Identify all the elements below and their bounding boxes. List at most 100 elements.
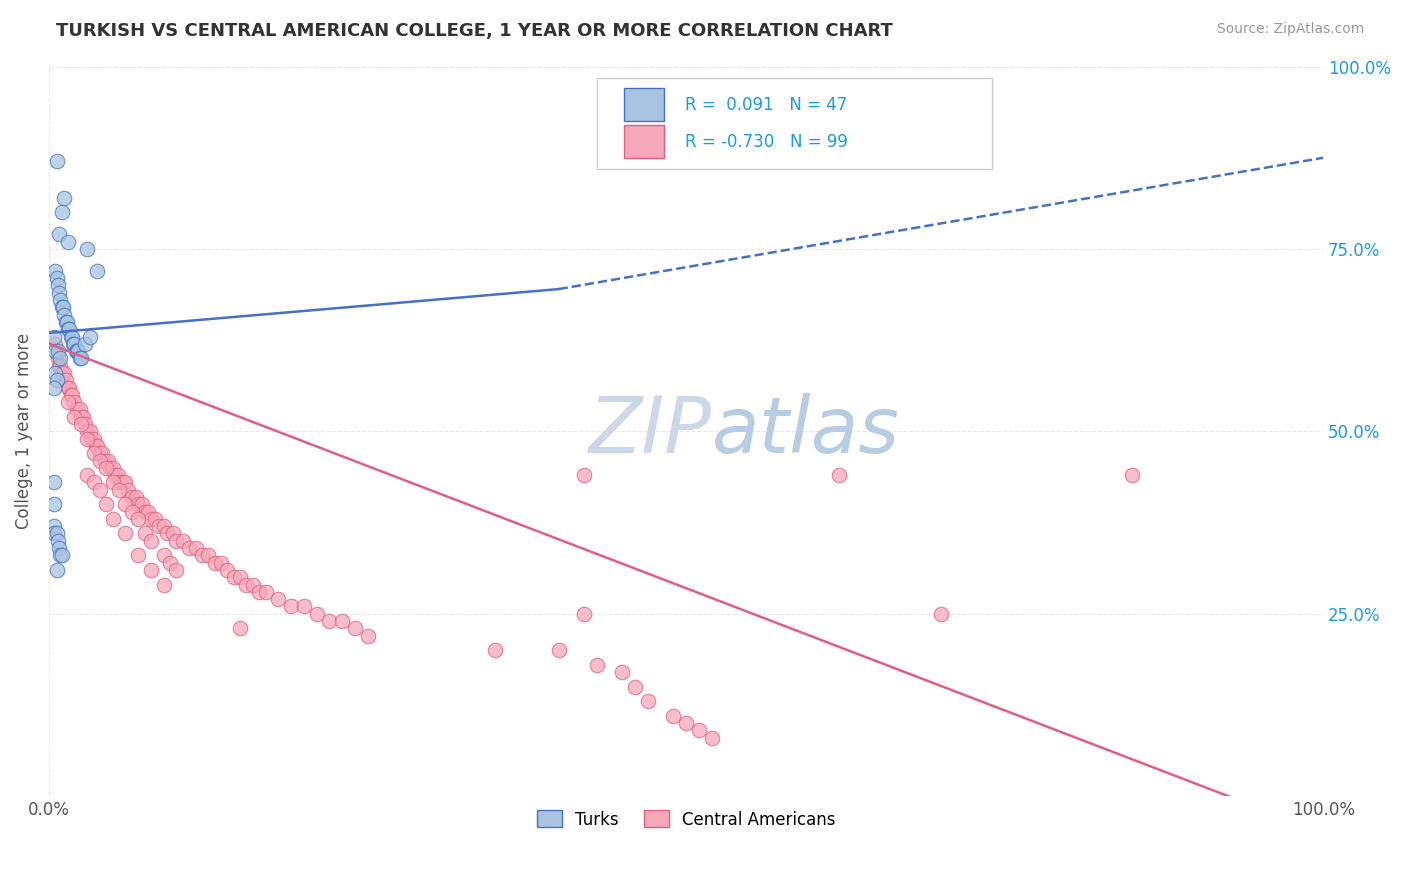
Point <box>55 373 77 387</box>
Point <box>121 505 143 519</box>
Point <box>343 621 366 635</box>
Point <box>53 366 76 380</box>
Point <box>152 519 174 533</box>
Point <box>79 329 101 343</box>
Text: R = -0.730   N = 99: R = -0.730 N = 99 <box>685 133 848 151</box>
Point <box>179 541 201 555</box>
Point <box>56 315 79 329</box>
Point <box>76 242 98 256</box>
Text: R =  0.091   N = 47: R = 0.091 N = 47 <box>685 95 846 113</box>
Point <box>1121 468 1143 483</box>
Point <box>67 344 90 359</box>
Point <box>58 322 80 336</box>
Text: atlas: atlas <box>711 393 900 469</box>
Point <box>53 191 76 205</box>
Point <box>69 351 91 366</box>
Point <box>139 533 162 548</box>
Point <box>229 570 252 584</box>
Point <box>209 556 232 570</box>
Point <box>84 439 107 453</box>
Point <box>46 278 69 293</box>
Point <box>76 432 98 446</box>
Point <box>48 227 70 242</box>
Point <box>204 556 226 570</box>
Point <box>121 490 143 504</box>
Text: TURKISH VS CENTRAL AMERICAN COLLEGE, 1 YEAR OR MORE CORRELATION CHART: TURKISH VS CENTRAL AMERICAN COLLEGE, 1 Y… <box>56 22 893 40</box>
Point <box>58 381 80 395</box>
Point <box>637 694 659 708</box>
Y-axis label: College, 1 year or more: College, 1 year or more <box>15 334 32 530</box>
Point <box>172 533 194 548</box>
Point <box>46 351 69 366</box>
Point <box>62 336 84 351</box>
Point <box>56 395 79 409</box>
Point <box>547 643 569 657</box>
Point <box>101 512 124 526</box>
Point <box>49 359 72 373</box>
Point <box>222 570 245 584</box>
Point <box>162 526 184 541</box>
Point <box>76 425 98 439</box>
Point <box>217 563 239 577</box>
Point <box>51 549 73 563</box>
Legend: Turks, Central Americans: Turks, Central Americans <box>530 804 842 835</box>
Point <box>197 549 219 563</box>
Point <box>104 468 127 483</box>
Point <box>111 475 134 490</box>
Point <box>48 285 70 300</box>
Point <box>110 475 132 490</box>
Point <box>107 468 129 483</box>
Point <box>45 563 67 577</box>
Point <box>117 483 139 497</box>
Point <box>165 533 187 548</box>
Point <box>79 425 101 439</box>
Point <box>51 301 73 315</box>
Point <box>49 293 72 307</box>
Point <box>89 483 111 497</box>
Point <box>53 308 76 322</box>
Point <box>45 154 67 169</box>
Point <box>675 716 697 731</box>
Point <box>51 366 73 380</box>
Point <box>124 490 146 504</box>
Point <box>63 395 86 409</box>
Point <box>49 549 72 563</box>
Point <box>72 409 94 424</box>
FancyBboxPatch shape <box>624 125 665 159</box>
Point <box>292 599 315 614</box>
Point <box>108 483 131 497</box>
Point <box>86 439 108 453</box>
Point <box>59 388 82 402</box>
Point <box>86 264 108 278</box>
Point <box>51 205 73 219</box>
Point <box>267 592 290 607</box>
Point <box>44 366 66 380</box>
Point <box>96 460 118 475</box>
Point <box>48 359 70 373</box>
Point <box>56 322 79 336</box>
Point <box>484 643 506 657</box>
Point <box>60 329 83 343</box>
Point <box>127 549 149 563</box>
Point <box>572 607 595 621</box>
Point <box>65 344 87 359</box>
Point <box>76 468 98 483</box>
Point <box>114 526 136 541</box>
Point <box>184 541 207 555</box>
Point <box>152 577 174 591</box>
Point <box>42 526 65 541</box>
Point <box>700 731 723 745</box>
Point <box>134 505 156 519</box>
FancyBboxPatch shape <box>624 88 665 121</box>
Point <box>45 271 67 285</box>
Point <box>159 556 181 570</box>
Point <box>46 344 69 359</box>
Point <box>69 417 91 431</box>
Point <box>280 599 302 614</box>
Point <box>191 549 214 563</box>
Point <box>45 373 67 387</box>
Point <box>229 621 252 635</box>
Point <box>97 453 120 467</box>
Point <box>148 519 170 533</box>
Point <box>624 680 647 694</box>
